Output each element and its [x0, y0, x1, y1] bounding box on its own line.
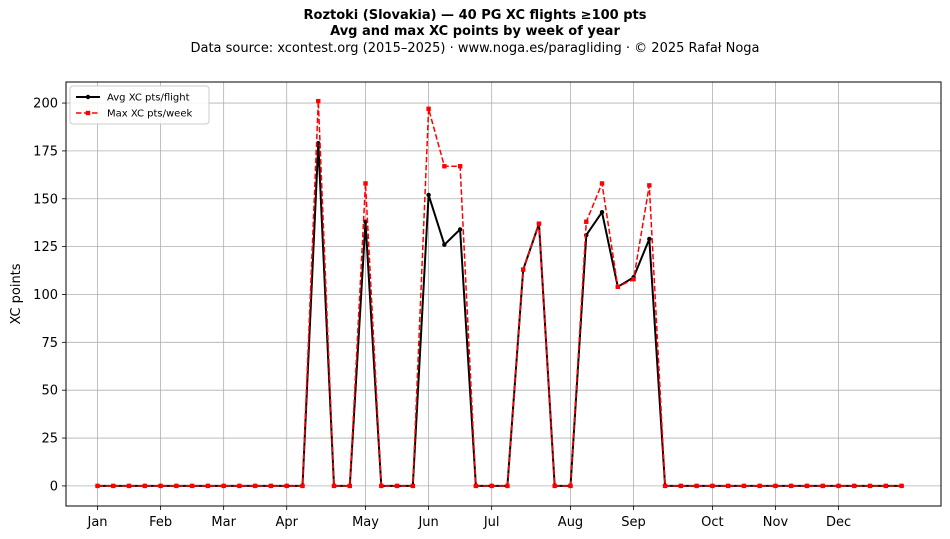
y-axis-label: XC points: [9, 263, 24, 324]
grid: [66, 82, 941, 506]
data-point-max: [836, 483, 841, 489]
data-point-max: [174, 483, 179, 489]
data-point-max: [442, 164, 447, 169]
y-tick-label: 175: [33, 144, 58, 159]
data-point-max: [189, 483, 195, 489]
x-tick-label: Aug: [558, 515, 583, 530]
plot-frame: [65, 81, 942, 507]
x-tick-label: Oct: [701, 515, 723, 530]
data-point-max: [536, 221, 542, 226]
series-lines: [95, 98, 904, 489]
x-tick-label: Nov: [763, 515, 789, 530]
chart-source-note: Data source: xcontest.org (2015–2025) · …: [190, 41, 760, 56]
data-point-max: [158, 483, 163, 489]
data-point-max: [694, 483, 699, 489]
x-tick-label: Jan: [87, 515, 108, 530]
data-point-max: [426, 106, 431, 111]
data-point-max: [394, 483, 400, 489]
data-point-max: [331, 483, 337, 489]
y-tick-label: 150: [33, 192, 58, 207]
data-point-max: [521, 267, 526, 272]
data-point-max: [268, 483, 274, 489]
data-point-max: [552, 483, 557, 489]
data-point-max: [804, 483, 810, 489]
data-point-max: [489, 483, 494, 489]
data-point-max: [347, 483, 352, 489]
data-point-max: [568, 483, 573, 489]
y-tick-label: 0: [50, 479, 58, 494]
y-tick-label: 50: [41, 384, 58, 399]
data-point-avg: [363, 219, 368, 224]
series-line-max: [97, 100, 902, 487]
data-point-avg: [457, 227, 463, 232]
legend-label: Max XC pts/week: [107, 109, 192, 120]
legend: Avg XC pts/flight Max XC pts/week: [69, 85, 210, 125]
data-point-max: [252, 483, 258, 489]
data-point-max: [111, 483, 116, 489]
data-point-avg: [442, 242, 447, 247]
data-point-max: [473, 483, 479, 489]
data-point-max: [725, 483, 731, 489]
data-point-max: [205, 483, 211, 489]
chart-subtitle: Avg and max XC points by week of year: [330, 24, 620, 39]
data-point-max: [741, 483, 747, 489]
data-point-max: [142, 483, 148, 489]
data-point-max: [773, 483, 778, 489]
data-point-max: [789, 483, 794, 489]
x-tick-label: Dec: [826, 515, 851, 530]
data-point-max: [852, 483, 857, 489]
legend-marker: [85, 94, 91, 100]
x-tick-label: May: [352, 515, 379, 530]
data-point-max: [95, 483, 100, 489]
data-point-max: [126, 483, 132, 489]
x-tick-label: Mar: [211, 515, 236, 530]
x-tick-label: Sep: [621, 515, 646, 530]
x-tick-label: Feb: [149, 515, 172, 530]
y-tick-label: 75: [41, 336, 58, 351]
data-point-avg: [426, 192, 431, 198]
data-point-max: [710, 483, 715, 489]
data-point-max: [820, 483, 825, 489]
data-point-max: [678, 483, 684, 489]
data-point-max: [899, 483, 904, 489]
data-point-max: [757, 483, 762, 489]
data-point-max: [647, 183, 652, 188]
y-tick-label: 200: [33, 97, 58, 112]
y-tick-label: 100: [33, 288, 58, 303]
y-tick-label: 25: [41, 432, 58, 447]
data-point-max: [316, 98, 321, 104]
data-point-max: [284, 483, 289, 489]
data-point-max: [867, 483, 873, 489]
data-point-max: [505, 483, 510, 489]
data-point-max: [457, 164, 463, 169]
y-tick-label: 125: [33, 240, 58, 255]
axis-ticks: Jan Feb Mar Apr May Jun Jul Aug Sep Oct Nov Dec 0 25 5…: [33, 97, 851, 530]
data-point-avg: [647, 236, 652, 242]
data-point-max: [584, 219, 589, 224]
data-point-max: [631, 276, 636, 282]
x-tick-label: Jul: [483, 515, 500, 530]
chart-title: Roztoki (Slovakia) — 40 PG XC flights ≥1…: [303, 8, 647, 23]
x-tick-label: Jun: [417, 515, 438, 530]
legend-box: [69, 85, 210, 125]
series-line-avg: [97, 142, 902, 487]
data-point-max: [599, 181, 605, 186]
data-point-max: [300, 483, 305, 489]
x-tick-label: Apr: [275, 515, 298, 530]
data-point-max: [883, 483, 889, 489]
data-point-max: [662, 483, 668, 489]
data-point-max: [615, 284, 621, 290]
data-point-max: [237, 483, 242, 489]
data-point-max: [410, 483, 416, 489]
legend-marker: [85, 110, 91, 116]
data-point-max: [221, 483, 226, 489]
data-point-max: [363, 181, 368, 186]
data-point-max: [379, 483, 384, 489]
legend-label: Avg XC pts/flight: [107, 93, 190, 104]
chart-titles: Roztoki (Slovakia) — 40 PG XC flights ≥1…: [0, 8, 950, 58]
data-point-avg: [599, 209, 605, 215]
